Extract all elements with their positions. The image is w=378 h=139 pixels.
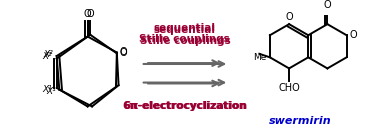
Text: O: O (119, 48, 127, 58)
Text: X²: X² (42, 52, 52, 61)
Text: Me: Me (253, 53, 266, 62)
Text: Stille couplings: Stille couplings (139, 36, 230, 46)
Text: O: O (84, 9, 91, 19)
Text: 6π-electrocyclization: 6π-electrocyclization (122, 101, 246, 111)
Text: O: O (119, 47, 127, 57)
Text: X¹: X¹ (42, 85, 52, 94)
Text: O: O (87, 9, 94, 19)
Text: Stille couplings: Stille couplings (139, 34, 229, 44)
Text: O: O (349, 30, 357, 40)
Text: O: O (285, 12, 293, 22)
Text: X²: X² (43, 50, 53, 59)
Text: X¹: X¹ (46, 87, 56, 96)
Text: 6π-electrocyclization: 6π-electrocyclization (123, 101, 247, 111)
Text: sequential: sequential (153, 23, 215, 33)
Text: swermirin: swermirin (269, 116, 331, 126)
Text: CHO: CHO (278, 83, 300, 93)
Text: sequential: sequential (154, 25, 216, 35)
Text: O: O (324, 0, 331, 10)
